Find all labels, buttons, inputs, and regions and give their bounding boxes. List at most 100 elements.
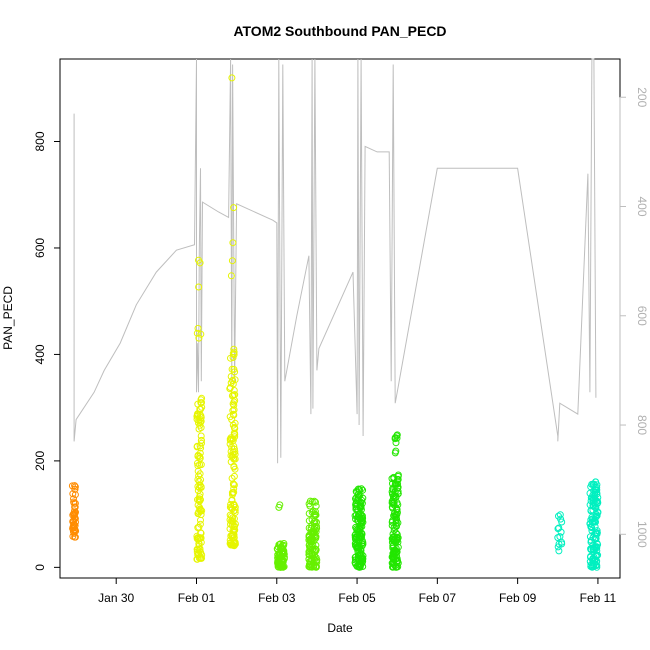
- data-point: [227, 272, 235, 280]
- data-point: [196, 481, 204, 489]
- data-point: [390, 473, 398, 481]
- data-point: [555, 547, 563, 555]
- x-tick-label: Feb 11: [580, 591, 617, 605]
- data-point: [230, 345, 238, 353]
- data-point: [229, 491, 236, 499]
- data-point: [394, 557, 401, 564]
- data-point: [389, 517, 396, 525]
- data-point: [231, 391, 239, 399]
- data-point: [195, 496, 203, 504]
- data-point: [230, 539, 238, 547]
- data-point: [231, 368, 239, 376]
- data-point: [308, 529, 316, 537]
- y2-tick-label: 400: [635, 196, 649, 216]
- data-point: [227, 373, 235, 380]
- data-point: [196, 449, 204, 457]
- data-point: [587, 537, 595, 544]
- data-point: [231, 424, 239, 432]
- data-point: [586, 520, 594, 528]
- data-point: [307, 537, 315, 545]
- secondary-y-axis: 200 400 600 800 1000: [619, 87, 649, 548]
- data-point: [70, 510, 77, 518]
- data-point: [71, 482, 79, 490]
- data-point: [196, 455, 204, 463]
- data-point: [71, 507, 78, 515]
- data-point: [358, 485, 365, 493]
- data-point: [71, 511, 78, 519]
- data-point: [310, 554, 318, 562]
- data-point: [589, 502, 597, 510]
- data-point: [227, 504, 235, 512]
- data-point: [195, 551, 203, 559]
- data-point: [394, 543, 402, 551]
- data-point: [352, 525, 360, 533]
- data-point: [308, 536, 316, 544]
- data-point: [556, 533, 564, 541]
- data-point: [228, 474, 236, 482]
- data-point: [197, 330, 205, 338]
- data-point: [590, 563, 598, 570]
- data-point: [229, 451, 237, 459]
- data-point: [229, 518, 237, 526]
- data-point: [358, 542, 366, 550]
- data-point: [393, 534, 401, 542]
- secondary-series-line: [73, 58, 597, 464]
- data-point: [196, 505, 204, 513]
- data-point: [231, 431, 239, 439]
- y-tick-label: 600: [33, 238, 47, 258]
- data-point: [356, 525, 363, 533]
- data-point: [195, 523, 203, 531]
- data-point: [197, 437, 205, 444]
- data-point: [228, 496, 236, 504]
- data-point: [197, 549, 205, 556]
- data-point: [230, 472, 238, 480]
- data-point: [71, 526, 79, 534]
- secondary-series-lines: [73, 58, 597, 464]
- data-point: [588, 524, 596, 532]
- data-point: [229, 407, 237, 415]
- data-point: [196, 259, 204, 267]
- x-tick-label: Feb 05: [338, 591, 376, 605]
- data-point: [556, 511, 564, 519]
- data-point: [358, 556, 366, 564]
- data-point: [393, 509, 401, 517]
- data-point: [352, 515, 360, 523]
- data-point: [194, 410, 202, 418]
- y-tick-label: 0: [33, 564, 47, 571]
- data-point: [196, 534, 204, 542]
- data-point: [230, 398, 238, 406]
- data-point: [275, 541, 283, 549]
- y2-tick-label: 1000: [635, 521, 649, 548]
- data-point: [71, 503, 79, 511]
- data-point: [592, 513, 600, 521]
- data-point: [392, 439, 400, 447]
- data-point: [196, 470, 204, 478]
- y-tick-label: 400: [33, 344, 47, 364]
- data-point: [312, 545, 320, 553]
- data-point: [587, 546, 595, 553]
- data-point: [70, 518, 77, 526]
- data-point: [308, 498, 316, 506]
- y-axis: 0 200 400 600 800: [33, 131, 61, 571]
- data-point: [195, 419, 202, 427]
- data-point: [312, 528, 320, 536]
- x-tick-label: Feb 07: [419, 591, 457, 605]
- data-point: [354, 555, 362, 563]
- data-point: [197, 432, 205, 440]
- data-point: [352, 488, 360, 495]
- data-point: [231, 503, 239, 511]
- data-point: [195, 472, 203, 480]
- data-point: [357, 560, 365, 568]
- data-point: [388, 499, 396, 507]
- data-point: [69, 532, 77, 540]
- data-point: [195, 334, 203, 342]
- y-axis-label: PAN_PECD: [1, 286, 15, 350]
- data-point: [197, 529, 205, 537]
- data-point: [587, 483, 595, 491]
- data-point: [555, 524, 563, 532]
- data-point: [69, 490, 77, 498]
- data-point: [305, 510, 313, 517]
- data-point: [69, 518, 77, 525]
- data-point: [230, 523, 238, 531]
